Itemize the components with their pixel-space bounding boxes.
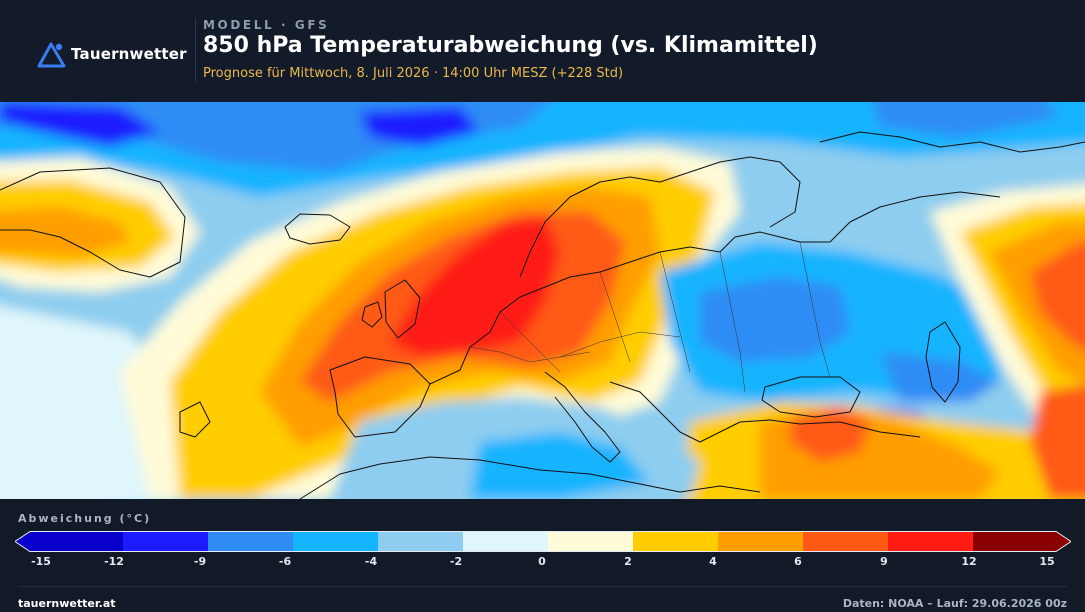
legend-title: Abweichung (°C) xyxy=(18,512,151,525)
model-label: MODELL · GFS xyxy=(203,18,329,32)
logo[interactable]: Tauernwetter xyxy=(37,40,187,68)
tick-label: 12 xyxy=(961,555,976,568)
colorbar-bin-minus15 xyxy=(30,532,123,551)
colorbar-arrow-max xyxy=(1056,532,1071,552)
tick-label: -6 xyxy=(279,555,291,568)
colorbar-bin-9 xyxy=(888,532,973,551)
tick-label: 15 xyxy=(1039,555,1054,568)
tick-label: 6 xyxy=(794,555,802,568)
colorbar-bin-12 xyxy=(973,532,1056,551)
mountain-logo-icon xyxy=(37,40,67,68)
colorbar-bin-minus9 xyxy=(208,532,293,551)
colorbar-bin-minus4 xyxy=(378,532,463,551)
tick-label: 9 xyxy=(880,555,888,568)
tick-label: -15 xyxy=(31,555,51,568)
header-divider xyxy=(195,18,196,82)
brand-name: Tauernwetter xyxy=(71,45,187,63)
data-credit: Daten: NOAA – Lauf: 29.06.2026 00z xyxy=(843,597,1067,610)
page-title: 850 hPa Temperaturabweichung (vs. Klimam… xyxy=(203,33,818,58)
tick-label: 0 xyxy=(538,555,546,568)
colorbar-bin-minus12 xyxy=(123,532,208,551)
tick-label: 4 xyxy=(709,555,717,568)
tick-label: -4 xyxy=(365,555,377,568)
colorbar-bin-zero xyxy=(548,532,633,551)
anomaly-map[interactable] xyxy=(0,102,1085,499)
colorbar-bin-4 xyxy=(718,532,803,551)
colorbar-bin-minus2 xyxy=(463,532,548,551)
colorbar-bin-minus6 xyxy=(293,532,378,551)
tick-label: 2 xyxy=(624,555,632,568)
footer-divider xyxy=(18,586,1067,587)
colorbar xyxy=(15,531,1071,552)
forecast-time: Prognose für Mittwoch, 8. Juli 2026 · 14… xyxy=(203,66,623,81)
site-link[interactable]: tauernwetter.at xyxy=(18,597,116,610)
tick-label: -2 xyxy=(450,555,462,568)
colorbar-bin-2 xyxy=(633,532,718,551)
colorbar-ticks: -15 -12 -9 -6 -4 -2 0 2 4 6 9 12 15 xyxy=(0,555,1085,569)
colorbar-arrow-min xyxy=(15,532,30,552)
tick-label: -12 xyxy=(104,555,124,568)
colorbar-bin-6 xyxy=(803,532,888,551)
tick-label: -9 xyxy=(194,555,206,568)
header: Tauernwetter MODELL · GFS 850 hPa Temper… xyxy=(0,0,1085,102)
